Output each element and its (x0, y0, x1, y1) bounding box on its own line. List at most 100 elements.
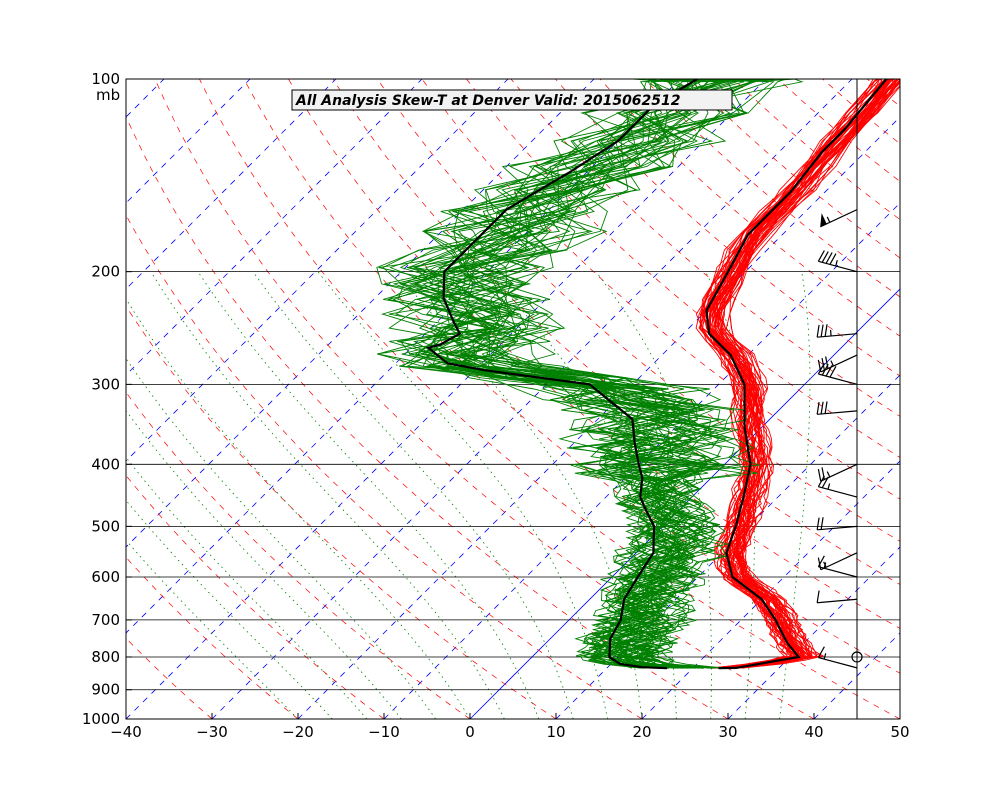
ensemble-dewpoint-trace (412, 79, 756, 669)
ensemble-dewpoint-trace (457, 79, 804, 669)
ensemble-temperature-trace (717, 82, 900, 669)
dry-adiabat-line (126, 391, 471, 719)
moist-adiabat-line (126, 357, 436, 719)
ensemble-temperature-trace (720, 81, 900, 669)
y-tick-label: 600 (91, 568, 120, 586)
x-tick-label: −40 (110, 723, 142, 741)
dry-adiabat-line (126, 305, 557, 719)
dry-adiabat-line (126, 214, 643, 719)
dry-adiabat-line (332, 79, 900, 585)
y-tick-label: 400 (91, 455, 120, 473)
ensemble-temperature-trace (699, 79, 878, 669)
dry-adiabat-line (599, 79, 900, 337)
dewpoint-trace (426, 79, 698, 670)
ensemble-dewpoint-trace (418, 79, 739, 669)
ensemble-temperature-trace (709, 79, 894, 669)
moist-adiabat-line (126, 499, 333, 719)
isotherm-line (126, 79, 251, 204)
y-tick-label: 500 (91, 517, 120, 535)
wind-barbs (816, 209, 863, 669)
ensemble-dewpoint-trace (414, 79, 707, 669)
y-tick-label: 900 (91, 681, 120, 699)
title-box: All Analysis Skew-T at Denver Valid: 201… (291, 89, 733, 111)
ensemble-temperature-trace (708, 79, 883, 669)
ensemble-temperature-trace (718, 79, 895, 669)
isotherm-line (126, 79, 595, 548)
wind-barb (816, 590, 858, 604)
y-tick-label: 800 (91, 648, 120, 666)
x-axis: −40 −30 −20 −10 0 10 20 30 40 50 (110, 713, 910, 741)
moist-adiabat-line (317, 271, 608, 719)
moist-adiabat-line (705, 271, 755, 719)
dry-adiabat-line (644, 79, 900, 298)
dry-adiabat-line (377, 79, 900, 542)
isotherm-line (126, 79, 165, 118)
wind-barb (817, 250, 858, 273)
ensemble-temperature-trace (695, 79, 889, 669)
wind-barb (817, 463, 858, 482)
plot-frame (125, 78, 901, 720)
moist-adiabat-line (126, 456, 368, 719)
y-tick-label: 200 (91, 263, 120, 281)
wind-barb (817, 354, 858, 373)
ensemble-temperature-trace (695, 79, 887, 669)
y-unit-label: mb (96, 86, 120, 104)
ensemble-temperature-trace (721, 79, 893, 669)
ensemble-temperature-traces (695, 79, 900, 669)
moist-adiabat-line (150, 271, 505, 719)
temperature-trace (705, 79, 888, 670)
x-tick-label: 20 (632, 723, 651, 741)
x-tick-label: −20 (282, 723, 314, 741)
x-tick-label: 30 (718, 723, 737, 741)
ensemble-dewpoint-trace (446, 79, 731, 669)
dry-adiabat-line (822, 79, 900, 145)
ensemble-dewpoint-trace (388, 79, 787, 669)
isotherm-line (383, 202, 900, 719)
wind-barb (817, 646, 858, 669)
isobar-lines (126, 271, 900, 691)
y-axis: 100 200 300 400 500 600 700 800 900 1000 (82, 70, 132, 728)
x-tick-label: 50 (890, 723, 909, 741)
y-tick-label: 100 (91, 70, 120, 88)
ensemble-temperature-trace (715, 79, 898, 669)
ensemble-dewpoint-trace (380, 79, 769, 669)
dry-adiabat-line (555, 79, 900, 377)
y-tick-label: 700 (91, 611, 120, 629)
dry-adiabat-line (866, 79, 900, 107)
ensemble-dewpoint-trace (430, 79, 735, 669)
wind-barb (816, 517, 858, 531)
analysis-traces (426, 79, 888, 670)
isotherm-line (126, 79, 423, 376)
x-tick-label: 10 (546, 723, 565, 741)
dry-adiabat-line (126, 556, 299, 719)
dry-adiabat-line (510, 79, 900, 417)
moist-adiabat-line (126, 539, 299, 719)
wind-barb (817, 555, 858, 578)
ensemble-temperature-trace (729, 79, 900, 669)
dry-adiabat-line (126, 115, 729, 719)
isotherm-line (641, 460, 900, 719)
dry-adiabat-line (126, 475, 385, 719)
isotherm-line (126, 79, 337, 290)
isotherm-line (126, 79, 509, 462)
wind-barb (817, 552, 858, 571)
y-tick-label: 1000 (82, 710, 120, 728)
ensemble-dewpoint-trace (415, 79, 731, 669)
wind-barb (816, 324, 858, 338)
ensemble-dewpoint-trace (422, 79, 770, 669)
dry-adiabat-line (421, 79, 900, 500)
x-tick-label: 40 (804, 723, 823, 741)
isotherm-line (899, 718, 900, 719)
dry-adiabat-line (154, 79, 815, 719)
x-tick-label: −10 (368, 723, 400, 741)
wind-barb (820, 209, 858, 228)
wind-barb (816, 401, 858, 415)
x-tick-label: 0 (465, 723, 475, 741)
y-tick-label: 300 (91, 375, 120, 393)
chart-title: All Analysis Skew-T at Denver Valid: 201… (295, 93, 681, 109)
moist-adiabat-line (488, 271, 677, 719)
reference-lines (0, 79, 900, 719)
isotherm-line (0, 79, 78, 719)
x-tick-label: −30 (196, 723, 228, 741)
